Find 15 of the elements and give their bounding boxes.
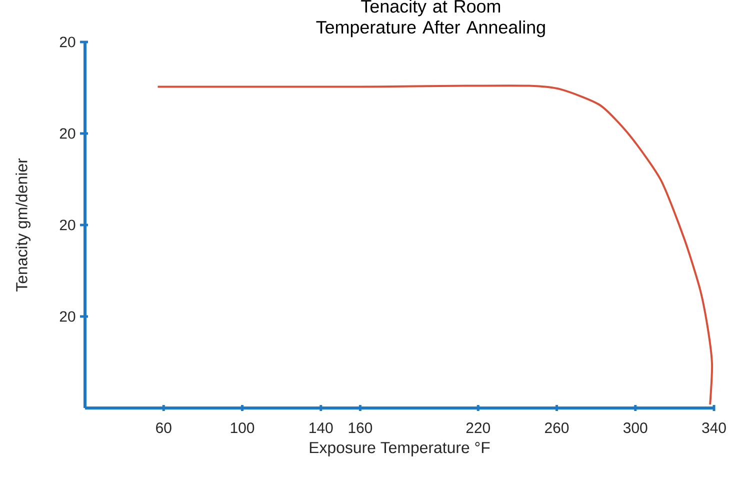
x-tick-label: 340 xyxy=(702,422,726,434)
text: 20 xyxy=(60,220,76,230)
text: 20 xyxy=(60,36,76,48)
x-tick-label: 160 xyxy=(348,422,372,434)
x-axis-title: Exposure Temperature °F xyxy=(310,442,490,456)
x-tick-label: 140 xyxy=(310,422,333,434)
x-tick-label: 220 xyxy=(466,422,490,434)
text: 20 xyxy=(60,311,76,322)
text: 20 xyxy=(60,128,76,139)
x-tick-label: 300 xyxy=(623,422,648,434)
chart-title: Tenacity at Room Temperature After Annealing xyxy=(316,0,545,38)
y-axis-title: Tenacity gm/denier xyxy=(16,158,30,292)
x-tick-label: 60 xyxy=(156,422,172,434)
x-tick-label: 260 xyxy=(545,422,569,434)
x-tick-label: 100 xyxy=(230,422,254,434)
